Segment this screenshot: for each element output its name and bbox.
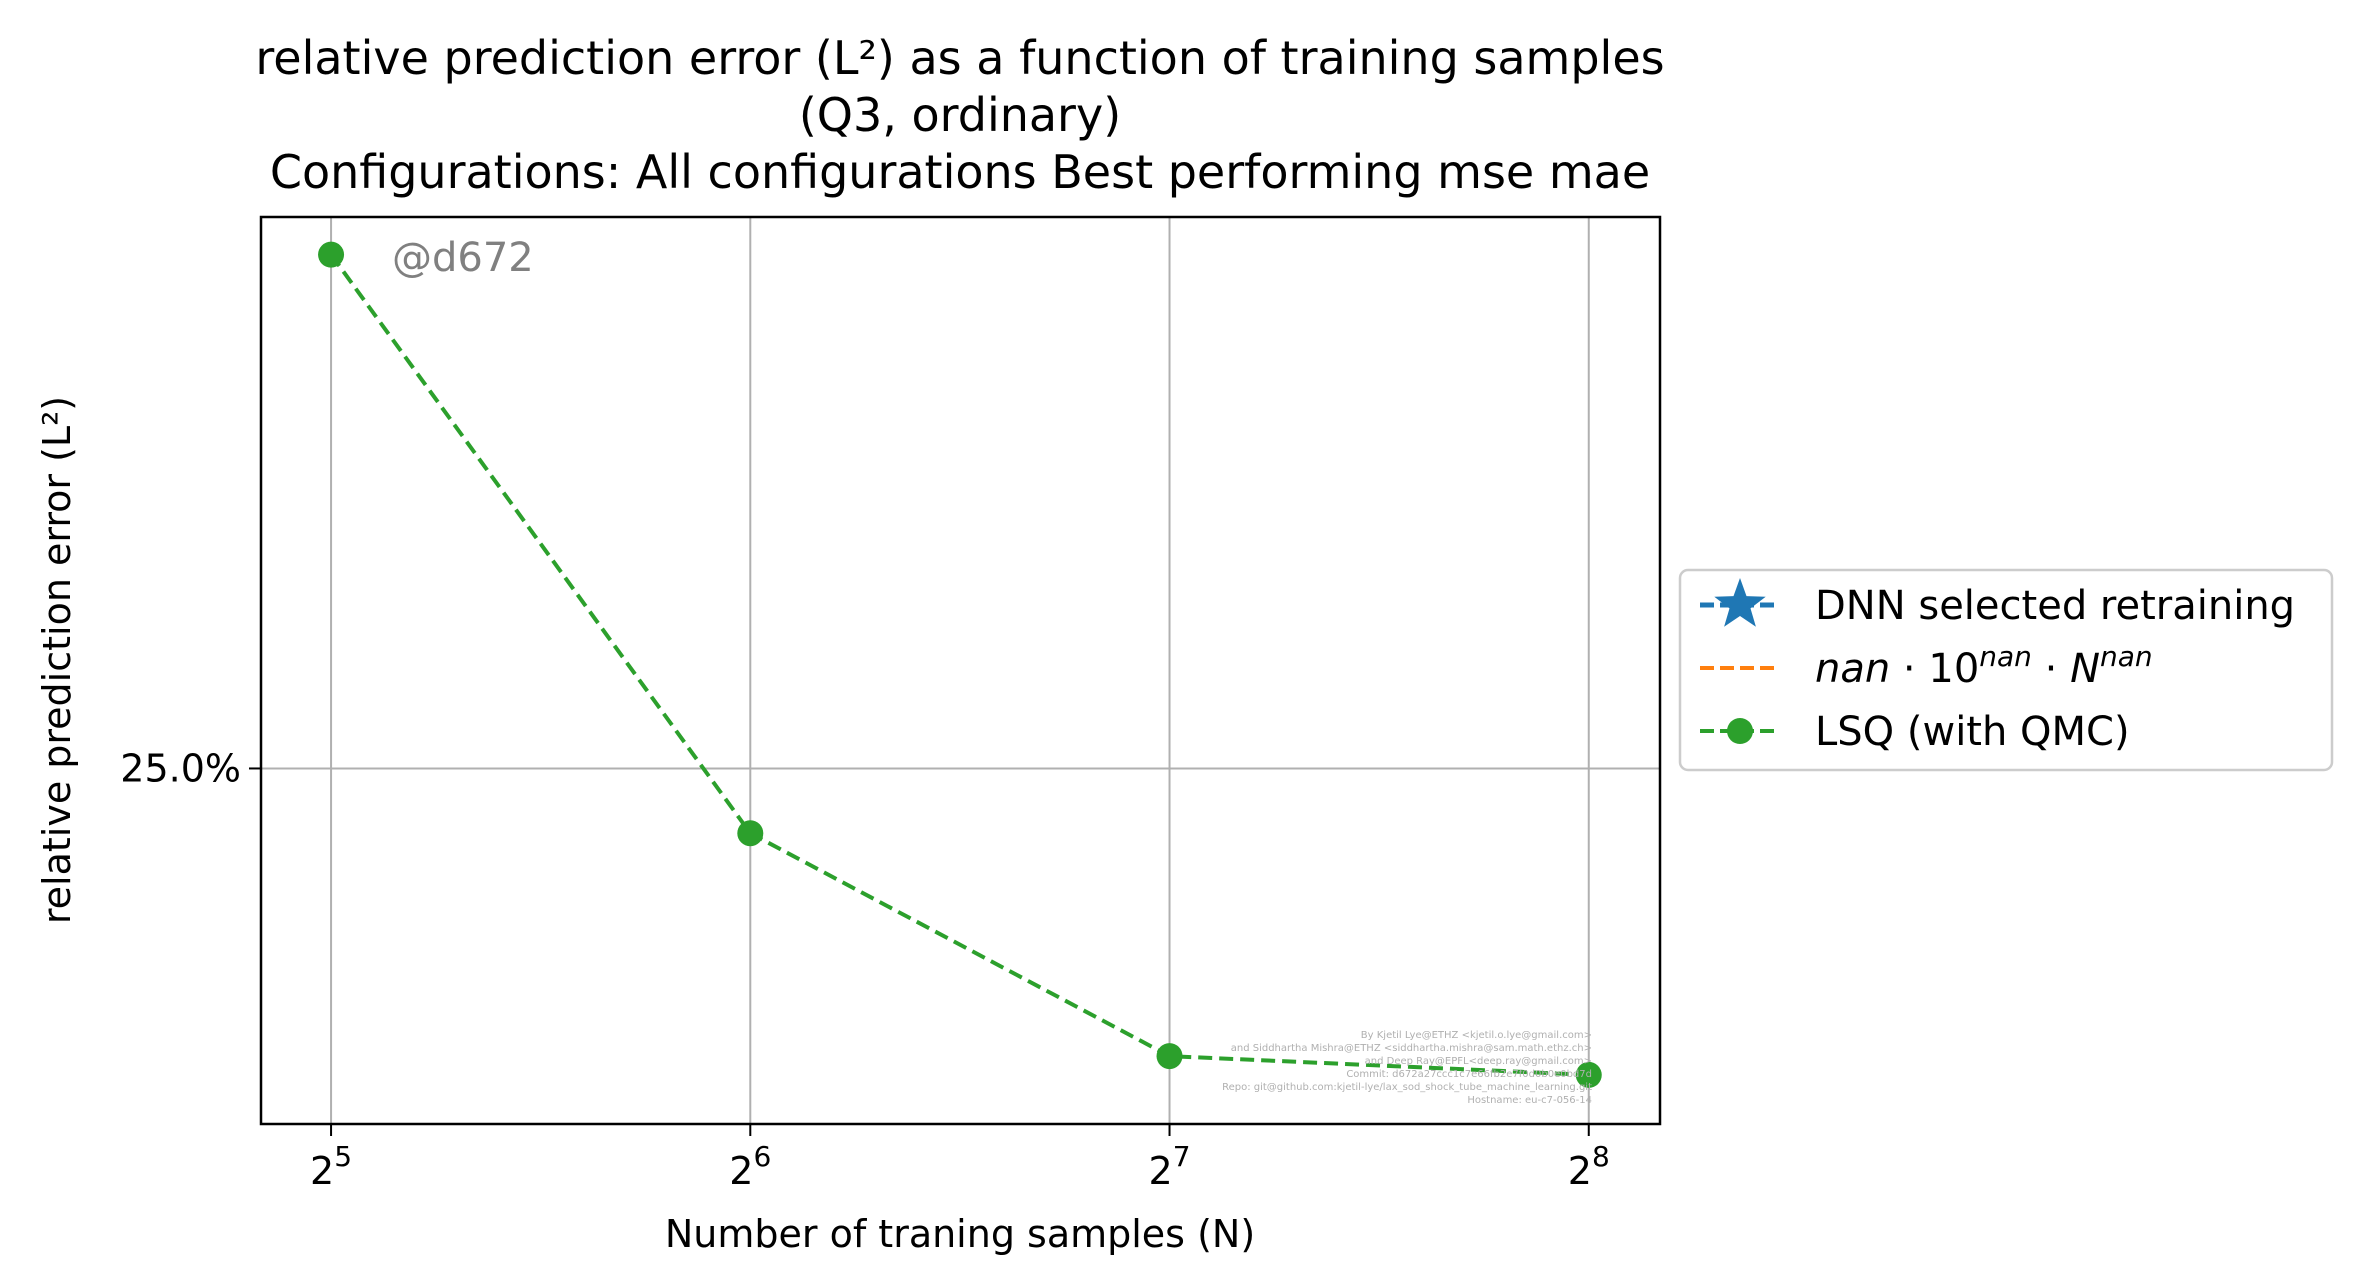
y-axis-label: relative prediction error (L²) <box>35 396 79 924</box>
x-tick-label: 28 <box>1568 1140 1610 1193</box>
data-point-2-0 <box>318 241 345 268</box>
plot-frame <box>259 215 1662 1126</box>
watermark: @d672 <box>392 235 534 281</box>
data-point-2-1 <box>737 820 764 847</box>
legend-lsq-label: LSQ (with QMC) <box>1815 709 2130 755</box>
y-tick-label: 25.0% <box>120 746 241 790</box>
legend-lsq-marker <box>1727 718 1753 744</box>
chart-title-line-2: (Q3, ordinary) <box>799 88 1121 142</box>
x-tick-label: 26 <box>729 1140 771 1193</box>
series-line-2 <box>329 253 1589 1077</box>
x-axis-label: Number of traning samples (N) <box>665 1212 1255 1256</box>
legend-dnn-star-marker <box>1714 578 1766 627</box>
x-tick-label: 25 <box>310 1140 352 1193</box>
credit-line: Hostname: eu-c7-056-14 <box>1467 1095 1592 1106</box>
credit-line: Commit: d672a27ccc1c7e66fb2e7f0d0b0e0bd7… <box>1346 1069 1592 1080</box>
y-ticks: 25.0% <box>120 746 261 790</box>
data-point-2-3 <box>1575 1061 1602 1088</box>
series-layer <box>318 241 1602 1088</box>
chart-title-line-1: relative prediction error (L²) as a func… <box>255 31 1664 85</box>
legend-fit-label: nan · 10nan · Nnan <box>1815 640 2153 692</box>
grid <box>261 217 1660 1124</box>
x-tick-label: 27 <box>1149 1140 1191 1193</box>
credit-line: and Deep Ray@EPFL<deep.ray@gmail.com> <box>1365 1056 1592 1067</box>
credit-line: By Kjetil Lye@ETHZ <kjetil.o.lye@gmail.c… <box>1361 1030 1592 1041</box>
credits-block: By Kjetil Lye@ETHZ <kjetil.o.lye@gmail.c… <box>1222 1030 1592 1106</box>
data-point-2-2 <box>1156 1043 1183 1070</box>
x-ticks: 25 26 27 28 <box>310 1124 1610 1193</box>
legend: DNN selected retraining nan · 10nan · Nn… <box>1678 568 2334 772</box>
credit-line: and Siddhartha Mishra@ETHZ <siddhartha.m… <box>1231 1043 1592 1054</box>
legend-box <box>1678 568 2334 772</box>
credit-line: Repo: git@github.com:kjetil-lye/lax_sod_… <box>1222 1082 1592 1093</box>
legend-dnn-label: DNN selected retraining <box>1815 583 2295 629</box>
chart-title-line-3: Configurations: All configurations Best … <box>270 145 1650 199</box>
